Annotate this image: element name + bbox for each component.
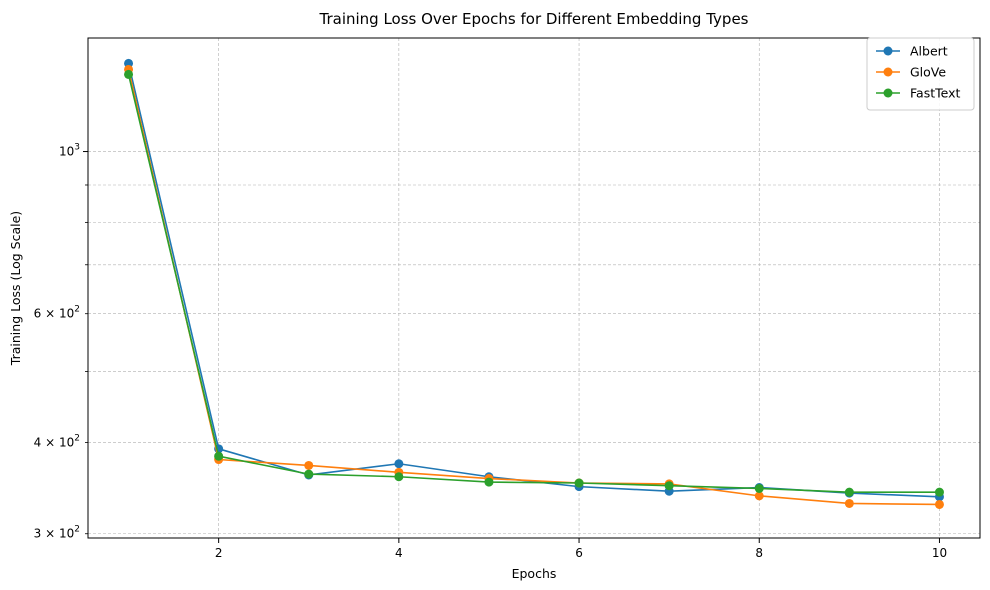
x-tick-label: 6 bbox=[575, 546, 583, 560]
data-point-glove bbox=[934, 499, 944, 509]
legend-marker-glove bbox=[883, 67, 893, 77]
data-point-fasttext bbox=[574, 478, 584, 488]
series-group bbox=[124, 58, 944, 509]
legend-marker-fasttext bbox=[883, 88, 893, 98]
data-point-fasttext bbox=[664, 481, 674, 491]
x-axis-label: Epochs bbox=[512, 566, 557, 581]
x-tick-label: 8 bbox=[755, 546, 763, 560]
series-fasttext bbox=[124, 69, 944, 497]
axis-ticks: 2 4 6 8 10 3 × 102 4 × 102 6 × 102 103 bbox=[34, 143, 947, 560]
plot-area-frame bbox=[87, 37, 981, 539]
data-point-fasttext bbox=[304, 469, 314, 479]
y-tick-label: 4 × 102 bbox=[34, 433, 80, 449]
y-tick-label: 103 bbox=[59, 143, 80, 159]
legend-marker-albert bbox=[883, 46, 893, 56]
legend-label-fasttext: FastText bbox=[910, 86, 960, 101]
legend: Albert GloVe FastText bbox=[866, 37, 975, 111]
data-point-fasttext bbox=[934, 487, 944, 497]
x-tick-label: 4 bbox=[395, 546, 403, 560]
y-axis-label: Training Loss (Log Scale) bbox=[8, 211, 23, 366]
data-point-glove bbox=[304, 460, 314, 470]
chart-title: Training Loss Over Epochs for Different … bbox=[319, 10, 749, 28]
grid bbox=[88, 38, 980, 538]
y-tick-label: 6 × 102 bbox=[34, 305, 80, 321]
y-tick-label: 3 × 102 bbox=[34, 525, 80, 541]
x-tick-label: 10 bbox=[932, 546, 947, 560]
data-point-glove bbox=[754, 491, 764, 501]
data-point-albert bbox=[394, 459, 404, 469]
data-point-glove bbox=[844, 498, 854, 508]
data-point-fasttext bbox=[484, 477, 494, 487]
data-point-fasttext bbox=[394, 472, 404, 482]
series-line-fasttext bbox=[127, 74, 940, 493]
data-point-fasttext bbox=[124, 69, 134, 79]
x-tick-label: 2 bbox=[215, 546, 223, 560]
series-line-glove bbox=[127, 69, 940, 506]
legend-box bbox=[866, 37, 975, 111]
data-point-fasttext bbox=[844, 487, 854, 497]
series-glove bbox=[124, 64, 944, 509]
legend-label-glove: GloVe bbox=[910, 65, 946, 80]
data-point-fasttext bbox=[754, 483, 764, 493]
data-point-fasttext bbox=[214, 451, 224, 461]
legend-label-albert: Albert bbox=[910, 44, 948, 59]
